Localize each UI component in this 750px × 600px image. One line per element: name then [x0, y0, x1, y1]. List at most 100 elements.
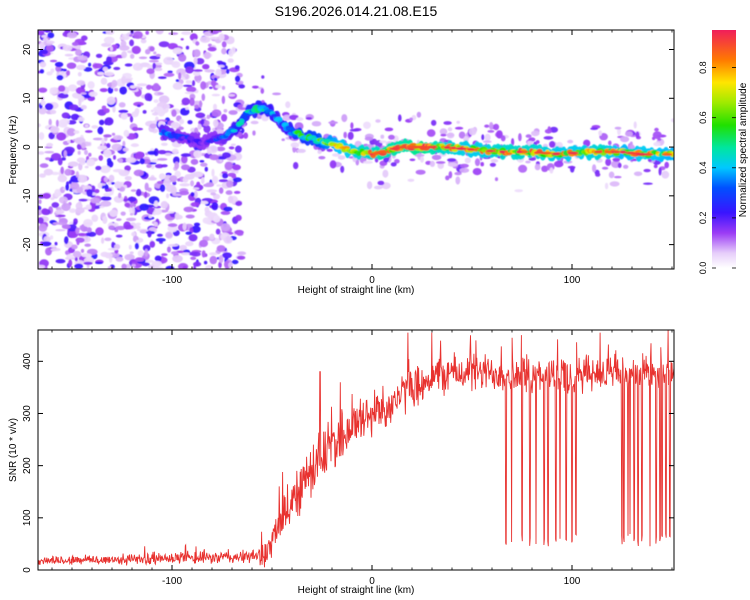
spectrogram-cell: [134, 257, 145, 262]
spectrogram-cell: [226, 180, 234, 188]
spectrogram-cell: [235, 201, 243, 206]
spectrogram-cell: [194, 74, 202, 83]
spectrogram-cell: [195, 113, 203, 116]
spectrogram-cell: [213, 215, 221, 223]
spectrogram-cell: [409, 145, 422, 149]
spectrogram-cell: [63, 150, 67, 158]
spectrogram-cell: [531, 130, 540, 137]
spectrogram-cell: [431, 119, 437, 126]
spectrogram-cell: [78, 198, 88, 202]
spectrogram-cell: [101, 237, 105, 244]
spectrogram-cell: [64, 236, 69, 245]
spectrogram-cell: [160, 201, 169, 209]
spectrogram-cell: [155, 238, 166, 242]
spectrogram-cell: [658, 167, 662, 176]
spectrogram-cell: [77, 116, 85, 122]
spectrogram-cell: [317, 149, 322, 154]
spectrogram-cell: [172, 255, 183, 263]
spectrogram-cell: [221, 47, 227, 55]
snr-x-label: Height of straight line (km): [298, 585, 415, 596]
spectrogram-cell: [179, 118, 185, 125]
spectrogram-cell: [130, 53, 135, 59]
spectrogram-cell: [153, 200, 159, 208]
spectrogram-cell: [39, 61, 47, 68]
spectrogram-cell: [185, 45, 190, 50]
spectrogram-cell: [39, 69, 45, 74]
spectrogram-cell: [363, 160, 373, 164]
colorbar-ticks: 0.0 0.2 0.4 0.6 0.8: [698, 61, 736, 274]
spectrogram-cell: [185, 106, 189, 110]
spectrogram-cell: [189, 97, 195, 107]
spectrogram-cell: [167, 246, 171, 253]
spectrogram-cell: [99, 165, 111, 174]
spectrogram-cell: [55, 119, 59, 128]
spectrogram-cell: [199, 160, 205, 163]
spectrogram-cell: [209, 255, 218, 265]
spectrogram-cell: [46, 71, 53, 76]
spectrogram-cell: [106, 56, 112, 65]
spectrogram-cell: [192, 69, 203, 72]
spectrogram-cell: [103, 149, 112, 158]
spectrogram-cell: [210, 80, 217, 87]
spectrogram-cell: [499, 150, 506, 154]
spectrogram-cell: [61, 203, 71, 211]
spectrogram-cell: [179, 190, 190, 196]
spectrogram-cell: [593, 150, 603, 154]
spectrogram-cell: [328, 121, 338, 124]
spectrogram-cell: [129, 85, 137, 89]
spectrogram-cell: [528, 137, 536, 142]
spectrogram-cell: [167, 211, 175, 214]
spectrogram-cell: [195, 41, 200, 46]
spectrogram-cell: [111, 143, 123, 151]
spectrogram-cell: [146, 68, 155, 75]
spectrogram-cell: [154, 67, 163, 72]
spectrogram-cell: [197, 123, 202, 130]
spectrogram-y-label: Frequency (Hz): [8, 116, 19, 185]
spectrogram-cell: [194, 104, 200, 109]
spectrogram-cell: [45, 157, 51, 161]
spectrogram-cell: [633, 171, 643, 177]
spectrogram-cell: [440, 133, 447, 137]
spectrogram-cell: [67, 84, 78, 92]
spectrogram-cell: [158, 173, 166, 180]
spectrogram-cell: [106, 143, 111, 149]
spectrogram-cell: [167, 43, 178, 50]
spectrogram-cell: [54, 61, 64, 68]
spectrogram-cell: [190, 158, 199, 165]
spectrogram-cell: [489, 122, 494, 130]
spectrogram-cell: [209, 154, 219, 161]
spectrogram-cell: [97, 71, 105, 76]
spectrogram-cell: [377, 150, 388, 154]
spectrogram-cell: [50, 126, 60, 134]
spectrogram-cell: [271, 113, 277, 117]
spectrogram-cell: [151, 260, 162, 267]
spectrogram-cell: [193, 150, 202, 159]
spectrogram-cell: [227, 94, 236, 97]
spectrogram-cell: [119, 36, 130, 41]
spectrogram-cell: [206, 189, 218, 193]
spectrogram-cell: [261, 75, 265, 79]
spectrogram-cell: [85, 204, 92, 210]
spectrogram-cell: [42, 37, 49, 42]
spectrogram-cell: [171, 148, 179, 155]
spectrogram-cell: [97, 145, 108, 150]
spectrogram-cell: [455, 147, 467, 151]
spectrogram-cell: [398, 145, 407, 149]
spectrogram-cell: [157, 158, 168, 161]
spectrogram-cell: [180, 153, 192, 157]
spectrogram-cell: [146, 84, 152, 90]
spectrogram-cell: [129, 207, 133, 214]
spectrogram-cell: [88, 91, 98, 97]
spectrogram-cell: [129, 115, 134, 123]
spectrogram-cell: [107, 181, 112, 186]
spectrogram-cell: [148, 215, 153, 219]
spectrogram-cell: [80, 248, 85, 253]
spectrogram-cell: [76, 237, 80, 246]
spectrogram-cell: [619, 150, 627, 154]
spectrogram-cell: [484, 133, 491, 142]
y-tick-label: 100: [22, 509, 33, 526]
spectrogram-cell: [80, 92, 87, 95]
spectrogram-cell: [184, 91, 195, 95]
spectrogram-cell: [86, 231, 97, 237]
spectrogram-cell: [208, 145, 218, 154]
